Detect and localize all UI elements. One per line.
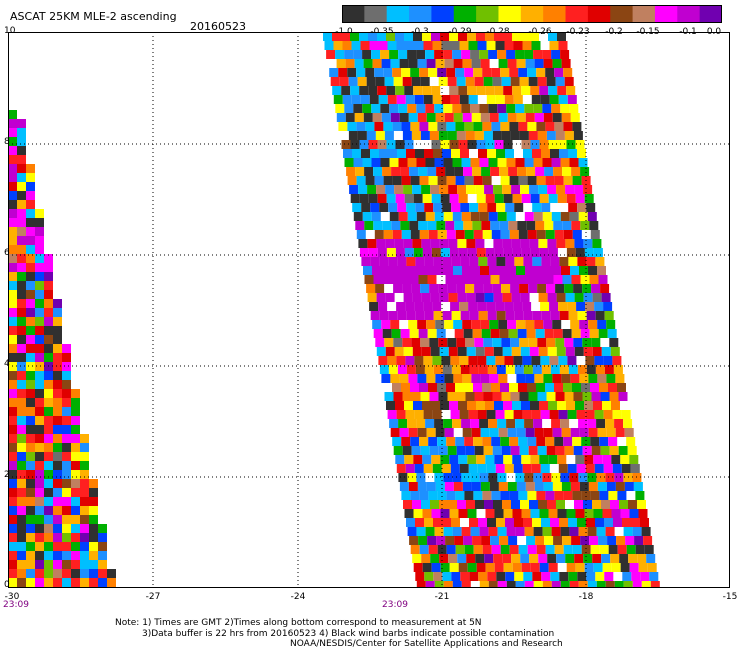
legend-swatch: [565, 5, 589, 23]
lat-tick: 4: [4, 359, 10, 369]
map-date: 20160523: [190, 20, 246, 33]
map-frame: [8, 32, 730, 588]
legend-swatch: [431, 5, 455, 23]
legend-swatch: [476, 5, 499, 23]
pass-time: 23:09: [3, 600, 29, 610]
legend-swatch: [520, 5, 544, 23]
lat-tick: 6: [4, 248, 10, 258]
legend-swatch: [409, 5, 432, 23]
lon-tick: -27: [145, 592, 161, 602]
lat-tick: 10: [4, 26, 16, 36]
pass-time: 23:09: [382, 600, 408, 610]
legend-colorbar: [342, 5, 722, 23]
swath-right: [323, 32, 660, 588]
legend-swatch: [610, 5, 634, 23]
legend-swatch: [677, 5, 701, 23]
legend-swatch: [543, 5, 567, 23]
legend-swatch: [699, 5, 722, 23]
note-line-3: NOAA/NESDIS/Center for Satellite Applica…: [290, 639, 563, 649]
swath-left: [8, 110, 116, 588]
swath-map: [8, 32, 730, 588]
lon-tick: -15: [722, 592, 738, 602]
legend-swatch: [342, 5, 365, 23]
legend-swatch: [386, 5, 410, 23]
note-line-1: Note: 1) Times are GMT 2)Times along bot…: [115, 618, 482, 628]
lon-tick: -30: [4, 592, 20, 602]
legend-swatch: [654, 5, 678, 23]
note-line-2: 3)Data buffer is 22 hrs from 20160523 4)…: [142, 629, 555, 639]
lon-tick: -21: [434, 592, 450, 602]
map-gridlines: [8, 32, 730, 588]
legend-swatch: [498, 5, 522, 23]
legend-swatch: [453, 5, 477, 23]
lat-tick: 0: [4, 580, 10, 590]
lon-tick: -24: [290, 592, 306, 602]
legend-swatch: [364, 5, 388, 23]
legend-swatch: [632, 5, 656, 23]
lat-tick: 8: [4, 137, 10, 147]
lon-tick: -18: [578, 592, 594, 602]
legend-swatch: [587, 5, 611, 23]
map-title: ASCAT 25KM MLE-2 ascending: [10, 10, 177, 23]
lat-tick: 2: [4, 470, 10, 480]
